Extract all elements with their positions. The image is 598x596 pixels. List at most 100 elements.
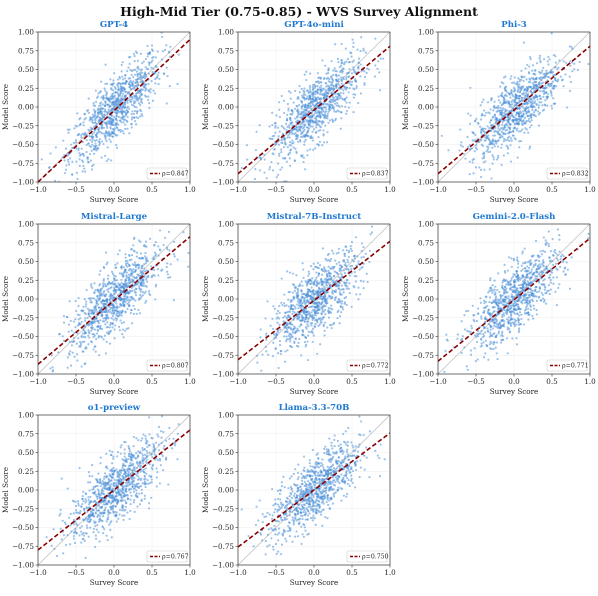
data-point bbox=[363, 83, 366, 87]
data-point bbox=[529, 100, 533, 103]
data-point bbox=[98, 118, 101, 122]
data-point bbox=[304, 93, 307, 96]
data-point bbox=[113, 101, 116, 104]
data-point bbox=[515, 323, 518, 326]
data-point bbox=[136, 75, 139, 78]
data-point bbox=[148, 63, 151, 67]
data-point bbox=[322, 133, 325, 136]
data-point bbox=[303, 120, 306, 123]
data-point bbox=[343, 254, 346, 258]
data-point bbox=[176, 258, 179, 261]
data-point bbox=[503, 114, 506, 117]
data-point bbox=[87, 142, 90, 145]
data-point bbox=[114, 289, 117, 293]
data-point bbox=[134, 68, 137, 71]
data-point bbox=[282, 146, 286, 149]
data-point bbox=[97, 113, 100, 116]
data-point bbox=[315, 131, 318, 134]
data-point bbox=[297, 317, 301, 320]
y-tick-label: −0.25 bbox=[412, 121, 434, 130]
data-point bbox=[84, 305, 87, 308]
data-point bbox=[72, 340, 76, 343]
data-point bbox=[331, 249, 334, 252]
data-point bbox=[543, 288, 546, 291]
data-point bbox=[279, 168, 282, 171]
data-point bbox=[166, 273, 170, 276]
data-point bbox=[287, 107, 290, 110]
data-point bbox=[501, 128, 505, 131]
data-point bbox=[97, 336, 100, 339]
data-point bbox=[131, 110, 134, 113]
data-point bbox=[94, 100, 98, 103]
data-point bbox=[103, 121, 106, 124]
data-point bbox=[165, 66, 168, 69]
data-point bbox=[342, 67, 345, 71]
data-point bbox=[340, 97, 343, 100]
points-group bbox=[443, 228, 590, 373]
data-point bbox=[327, 306, 330, 310]
data-point bbox=[317, 143, 320, 146]
data-point bbox=[366, 280, 369, 284]
data-point bbox=[112, 103, 115, 106]
data-point bbox=[81, 170, 84, 173]
data-point bbox=[165, 44, 168, 47]
data-point bbox=[274, 143, 277, 146]
data-point bbox=[526, 90, 529, 93]
data-point bbox=[295, 128, 298, 131]
data-point bbox=[359, 63, 362, 66]
data-point bbox=[80, 320, 83, 323]
data-point bbox=[109, 126, 112, 129]
data-point bbox=[136, 73, 140, 76]
data-point bbox=[538, 57, 541, 60]
data-point bbox=[100, 314, 103, 317]
data-point bbox=[352, 87, 355, 90]
data-point bbox=[319, 115, 322, 119]
data-point bbox=[126, 115, 129, 118]
data-point bbox=[112, 110, 115, 113]
data-point bbox=[510, 114, 514, 117]
data-point bbox=[154, 56, 157, 59]
data-point bbox=[303, 296, 306, 299]
data-point bbox=[314, 90, 317, 93]
data-point bbox=[87, 311, 90, 315]
data-point bbox=[158, 77, 161, 81]
data-point bbox=[102, 317, 105, 320]
data-point bbox=[557, 78, 560, 81]
data-point bbox=[525, 110, 529, 113]
data-point bbox=[286, 349, 289, 352]
data-point bbox=[106, 301, 109, 304]
data-point bbox=[329, 258, 333, 261]
data-point bbox=[539, 76, 542, 79]
data-point bbox=[363, 82, 366, 85]
data-point bbox=[119, 319, 122, 322]
data-point bbox=[162, 243, 165, 247]
data-point bbox=[488, 139, 491, 142]
data-point bbox=[144, 284, 147, 287]
data-point bbox=[271, 327, 275, 330]
data-point bbox=[92, 102, 95, 105]
data-point bbox=[94, 121, 97, 124]
data-point bbox=[542, 66, 545, 69]
data-point bbox=[335, 252, 338, 255]
data-point bbox=[49, 152, 52, 155]
data-point bbox=[541, 90, 544, 93]
data-point bbox=[153, 251, 157, 254]
data-point bbox=[325, 91, 328, 94]
data-point bbox=[246, 158, 249, 161]
data-point bbox=[172, 299, 175, 302]
data-point bbox=[338, 65, 341, 69]
data-point bbox=[103, 110, 106, 113]
data-point bbox=[347, 91, 350, 94]
data-point bbox=[497, 104, 500, 108]
data-point bbox=[521, 120, 524, 123]
data-point bbox=[118, 82, 121, 85]
data-point bbox=[516, 121, 519, 124]
data-point bbox=[506, 99, 509, 103]
data-point bbox=[307, 310, 310, 313]
data-point bbox=[278, 311, 281, 314]
data-point bbox=[320, 87, 323, 90]
data-point bbox=[147, 61, 150, 64]
data-point bbox=[133, 116, 136, 120]
data-point bbox=[351, 258, 354, 262]
data-point bbox=[307, 98, 310, 101]
